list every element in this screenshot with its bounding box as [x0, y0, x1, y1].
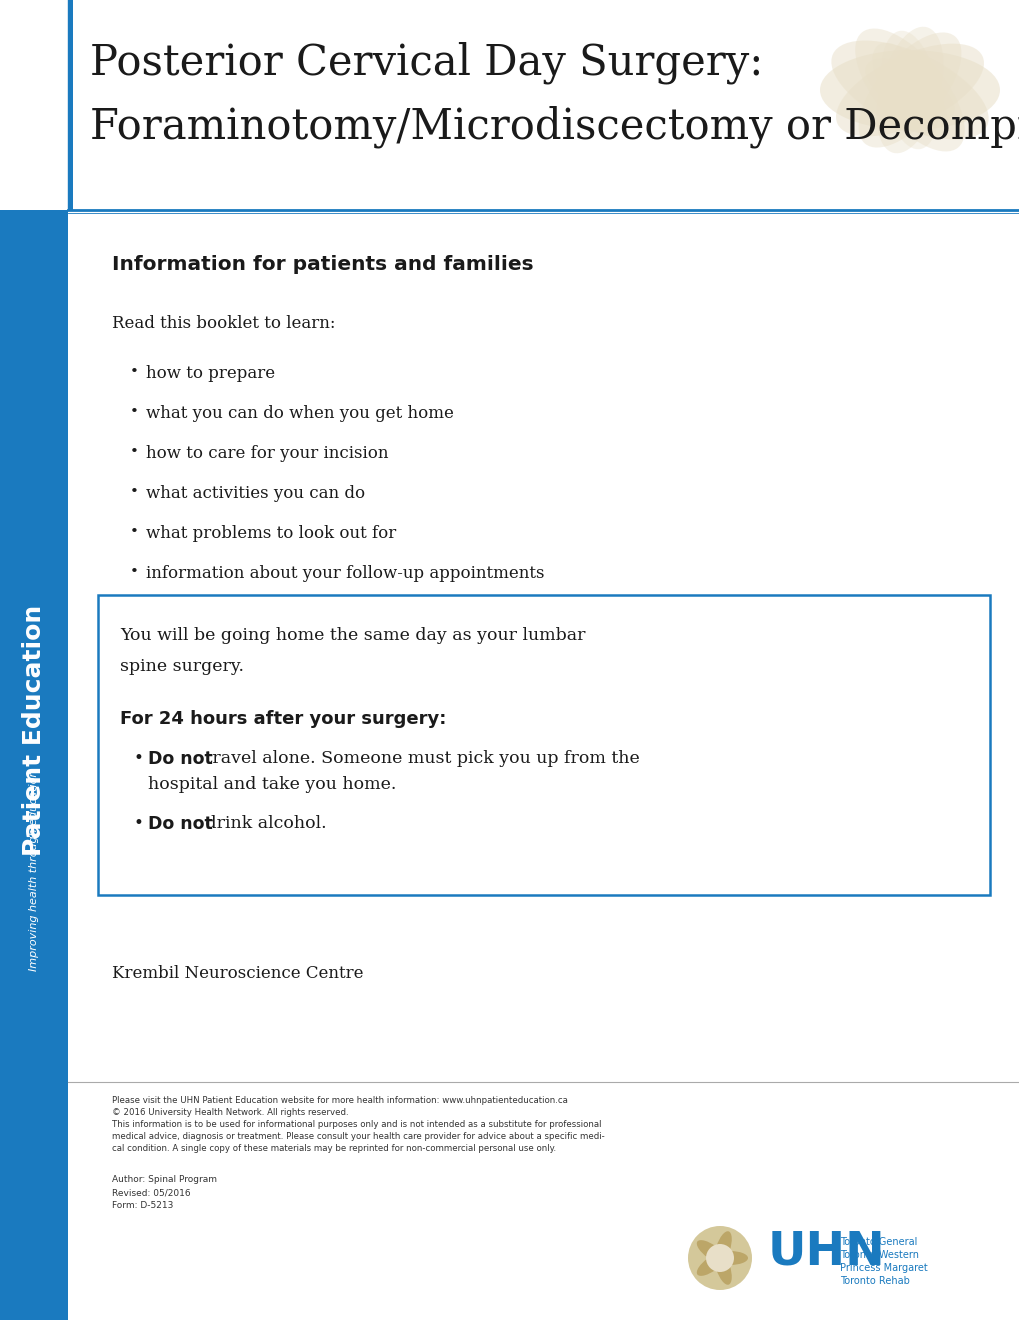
Ellipse shape [713, 1250, 731, 1284]
Ellipse shape [830, 41, 987, 140]
Ellipse shape [696, 1239, 727, 1265]
Text: Revised: 05/2016: Revised: 05/2016 [112, 1188, 191, 1197]
Text: •: • [129, 565, 139, 579]
Text: Toronto Western: Toronto Western [840, 1250, 918, 1261]
Ellipse shape [819, 50, 999, 129]
Bar [0, 210, 68, 1320]
Circle shape [688, 1226, 751, 1290]
Text: what activities you can do: what activities you can do [146, 484, 365, 502]
Text: Princess Margaret: Princess Margaret [840, 1263, 927, 1272]
Text: •: • [129, 525, 139, 539]
Text: how to care for your incision: how to care for your incision [146, 445, 388, 462]
Text: drink alcohol.: drink alcohol. [200, 814, 326, 832]
Text: what problems to look out for: what problems to look out for [146, 525, 395, 543]
Text: what you can do when you get home: what you can do when you get home [146, 405, 453, 422]
Text: Do not: Do not [148, 814, 213, 833]
Text: Please visit the UHN Patient Education website for more health information: www.: Please visit the UHN Patient Education w… [112, 1096, 568, 1105]
Text: •: • [129, 445, 139, 459]
Ellipse shape [864, 58, 954, 121]
Ellipse shape [875, 26, 943, 153]
Text: This information is to be used for informational purposes only and is not intend: This information is to be used for infor… [112, 1119, 601, 1129]
Ellipse shape [711, 1251, 747, 1265]
Bar [68, 0, 73, 210]
Circle shape [705, 1243, 734, 1272]
Text: •: • [129, 366, 139, 379]
Text: For 24 hours after your surgery:: For 24 hours after your surgery: [120, 710, 446, 729]
Text: hospital and take you home.: hospital and take you home. [148, 776, 396, 793]
Text: Toronto General: Toronto General [840, 1237, 916, 1247]
Text: medical advice, diagnosis or treatment. Please consult your health care provider: medical advice, diagnosis or treatment. … [112, 1133, 604, 1140]
Ellipse shape [836, 44, 983, 136]
Text: •: • [133, 814, 144, 832]
Ellipse shape [854, 29, 964, 152]
Text: •: • [133, 750, 144, 767]
Bar [0, 0, 1019, 210]
Text: information about your follow-up appointments: information about your follow-up appoint… [146, 565, 544, 582]
Ellipse shape [871, 42, 947, 137]
Text: Information for patients and families: Information for patients and families [112, 255, 533, 275]
Ellipse shape [858, 33, 961, 148]
Text: Toronto Rehab: Toronto Rehab [840, 1276, 909, 1286]
Text: You will be going home the same day as your lumbar: You will be going home the same day as y… [120, 627, 585, 644]
Ellipse shape [696, 1251, 727, 1276]
Text: Posterior Cervical Day Surgery:: Posterior Cervical Day Surgery: [90, 42, 762, 84]
Text: Do not: Do not [148, 750, 213, 768]
Text: spine surgery.: spine surgery. [120, 657, 244, 675]
Text: © 2016 University Health Network. All rights reserved.: © 2016 University Health Network. All ri… [112, 1107, 348, 1117]
Text: Patient Education: Patient Education [22, 605, 46, 855]
Text: cal condition. A single copy of these materials may be reprinted for non-commerc: cal condition. A single copy of these ma… [112, 1144, 555, 1152]
Text: how to prepare: how to prepare [146, 366, 275, 381]
Text: Author: Spinal Program: Author: Spinal Program [112, 1175, 217, 1184]
Text: •: • [129, 405, 139, 418]
Ellipse shape [713, 1232, 731, 1266]
Ellipse shape [880, 30, 938, 149]
Text: Read this booklet to learn:: Read this booklet to learn: [112, 315, 335, 333]
Text: •: • [129, 484, 139, 499]
Text: Improving health through education: Improving health through education [29, 770, 39, 970]
Text: Foraminotomy/Microdiscectomy or Decompression: Foraminotomy/Microdiscectomy or Decompre… [90, 106, 1019, 148]
Text: travel alone. Someone must pick you up from the: travel alone. Someone must pick you up f… [200, 750, 639, 767]
Text: Form: D-5213: Form: D-5213 [112, 1201, 173, 1210]
Text: Krembil Neuroscience Centre: Krembil Neuroscience Centre [112, 965, 363, 982]
Text: UHN: UHN [767, 1229, 884, 1275]
FancyBboxPatch shape [98, 595, 989, 895]
